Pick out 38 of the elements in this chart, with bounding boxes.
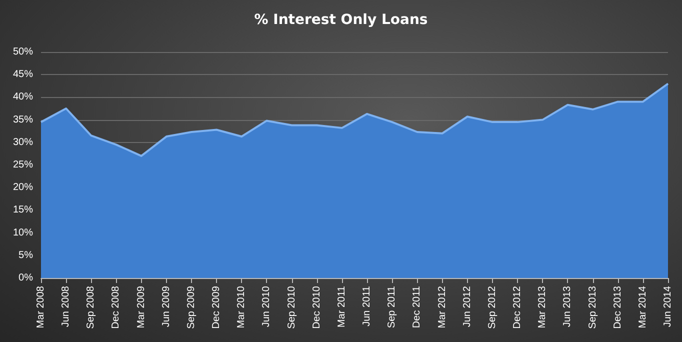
x-tick-label: Sep 2008	[86, 286, 97, 329]
y-tick-label: 5%	[18, 250, 34, 261]
y-tick-label: 45%	[12, 69, 34, 80]
x-tick-label: Sep 2011	[386, 286, 398, 328]
x-tick-label: Dec 2008	[110, 286, 122, 329]
x-tick-label: Mar 2008	[36, 286, 46, 328]
y-tick-label: 40%	[12, 92, 34, 103]
x-tick-label: Jun 2011	[362, 286, 373, 326]
x-tick-label: Mar 2011	[336, 286, 348, 328]
x-tick-label: Jun 2014	[662, 286, 674, 328]
x-tick-label: Sep 2013	[587, 286, 598, 329]
x-tick-label: Mar 2012	[436, 286, 448, 328]
x-tick-label: Jun 2010	[261, 286, 272, 328]
x-tick-label: Jun 2008	[60, 286, 72, 328]
x-tick-label: Sep 2009	[186, 286, 197, 329]
y-tick-label: 10%	[12, 227, 34, 238]
x-tick-label: Jun 2013	[562, 286, 574, 328]
y-tick-label: 20%	[12, 182, 34, 194]
y-tick-label: 50%	[12, 46, 34, 58]
y-tick-label: 15%	[12, 204, 34, 216]
x-tick-label: Dec 2011	[412, 286, 423, 328]
x-tick-label: Dec 2012	[512, 286, 524, 329]
x-tick-label: Mar 2013	[537, 286, 548, 328]
x-tick-label: Mar 2010	[236, 286, 248, 328]
x-tick-label: Dec 2013	[612, 286, 624, 329]
x-tick-label: Jun 2009	[160, 286, 172, 328]
x-tick-label: Mar 2009	[136, 286, 147, 328]
x-tick-label: Sep 2010	[286, 286, 298, 329]
x-tick-label: Jun 2012	[462, 286, 473, 328]
y-tick-label: 35%	[12, 114, 34, 126]
x-tick-label: Dec 2009	[211, 286, 222, 329]
x-tick-label: Dec 2010	[311, 286, 322, 329]
y-tick-label: 25%	[12, 160, 34, 170]
x-tick-label: Mar 2014	[637, 286, 648, 328]
x-tick-label: Sep 2012	[486, 286, 498, 329]
y-tick-label: 0%	[18, 272, 34, 284]
y-tick-label: 30%	[12, 136, 34, 148]
chart-title: % Interest Only Loans	[254, 12, 428, 28]
